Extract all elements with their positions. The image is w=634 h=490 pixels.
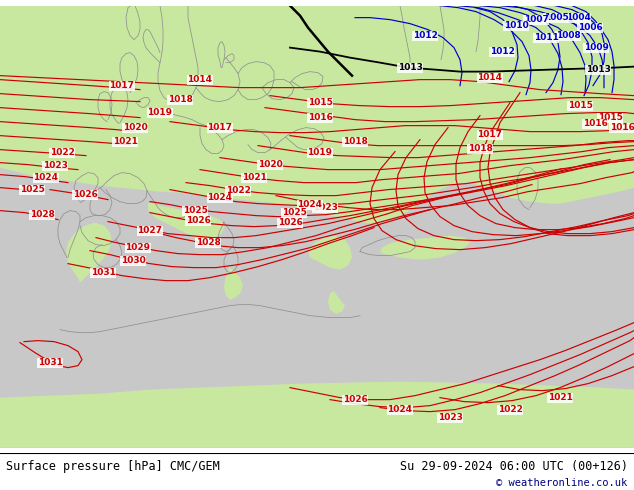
Polygon shape bbox=[0, 5, 634, 88]
Text: 1030: 1030 bbox=[120, 256, 145, 265]
Text: 1007: 1007 bbox=[524, 15, 548, 24]
Text: 1013: 1013 bbox=[398, 63, 422, 72]
Polygon shape bbox=[560, 5, 634, 29]
Text: 1025: 1025 bbox=[20, 185, 44, 194]
Text: 1006: 1006 bbox=[578, 23, 602, 32]
Polygon shape bbox=[148, 203, 225, 240]
Polygon shape bbox=[248, 5, 280, 40]
Text: 1018: 1018 bbox=[167, 95, 193, 104]
Text: 1014: 1014 bbox=[188, 75, 212, 84]
Text: 1022: 1022 bbox=[226, 186, 250, 195]
Text: 1023: 1023 bbox=[42, 161, 67, 170]
Text: 1015: 1015 bbox=[307, 98, 332, 107]
Text: 1029: 1029 bbox=[126, 243, 150, 252]
Text: 1021: 1021 bbox=[113, 137, 138, 146]
Text: 1017: 1017 bbox=[110, 81, 134, 90]
Polygon shape bbox=[106, 94, 122, 123]
Polygon shape bbox=[0, 382, 634, 448]
Text: 1009: 1009 bbox=[583, 43, 609, 52]
Polygon shape bbox=[308, 236, 352, 270]
Text: 1022: 1022 bbox=[49, 148, 74, 157]
Text: 1024: 1024 bbox=[387, 405, 413, 414]
Text: 1018: 1018 bbox=[467, 144, 493, 153]
Text: 1016: 1016 bbox=[307, 113, 332, 122]
Text: 1019: 1019 bbox=[307, 148, 332, 157]
Text: 1031: 1031 bbox=[37, 358, 62, 367]
Polygon shape bbox=[157, 5, 310, 102]
Text: 1015: 1015 bbox=[598, 113, 623, 122]
Text: 1017: 1017 bbox=[207, 123, 233, 132]
Text: 1008: 1008 bbox=[555, 31, 580, 40]
Polygon shape bbox=[497, 5, 542, 74]
Text: 1012: 1012 bbox=[489, 47, 514, 56]
Text: 1011: 1011 bbox=[534, 33, 559, 42]
Text: Surface pressure [hPa] CMC/GEM: Surface pressure [hPa] CMC/GEM bbox=[6, 460, 220, 473]
Text: 1014: 1014 bbox=[477, 73, 503, 82]
Text: 1023: 1023 bbox=[437, 413, 462, 422]
Text: 1025: 1025 bbox=[183, 206, 207, 215]
Text: 1019: 1019 bbox=[148, 108, 172, 117]
Text: 1015: 1015 bbox=[567, 101, 592, 110]
Text: 1020: 1020 bbox=[122, 123, 147, 132]
Text: 1021: 1021 bbox=[242, 173, 266, 182]
Polygon shape bbox=[0, 5, 634, 223]
Polygon shape bbox=[0, 5, 634, 448]
Text: 1024: 1024 bbox=[34, 173, 58, 182]
Text: 1004: 1004 bbox=[566, 13, 590, 22]
Text: 1016: 1016 bbox=[609, 123, 634, 132]
Text: 1024: 1024 bbox=[207, 193, 233, 202]
Polygon shape bbox=[600, 80, 634, 110]
Text: 1013: 1013 bbox=[586, 65, 611, 74]
Text: 1017: 1017 bbox=[477, 130, 503, 139]
Text: 1023: 1023 bbox=[313, 203, 337, 212]
Text: 1022: 1022 bbox=[498, 405, 522, 414]
Polygon shape bbox=[305, 5, 345, 49]
Text: 1026: 1026 bbox=[186, 216, 210, 225]
Text: 1031: 1031 bbox=[91, 268, 115, 277]
Text: 1028: 1028 bbox=[195, 238, 221, 247]
Polygon shape bbox=[130, 93, 155, 138]
Text: 1026: 1026 bbox=[278, 218, 302, 227]
Text: 1025: 1025 bbox=[281, 208, 306, 217]
Text: 1012: 1012 bbox=[413, 31, 437, 40]
Polygon shape bbox=[328, 291, 345, 314]
Text: 1027: 1027 bbox=[138, 226, 162, 235]
Text: 1018: 1018 bbox=[342, 137, 368, 146]
Text: 1028: 1028 bbox=[30, 210, 55, 219]
Polygon shape bbox=[124, 58, 148, 93]
Text: 1024: 1024 bbox=[297, 200, 323, 209]
Text: © weatheronline.co.uk: © weatheronline.co.uk bbox=[496, 478, 628, 489]
Polygon shape bbox=[380, 236, 470, 260]
Text: 1021: 1021 bbox=[548, 393, 573, 402]
Text: 1026: 1026 bbox=[342, 395, 368, 404]
Polygon shape bbox=[240, 183, 330, 208]
Polygon shape bbox=[66, 222, 112, 283]
Text: 1005: 1005 bbox=[543, 13, 568, 22]
Text: 1016: 1016 bbox=[583, 119, 607, 128]
Text: 1010: 1010 bbox=[503, 21, 528, 30]
Text: Su 29-09-2024 06:00 UTC (00+126): Su 29-09-2024 06:00 UTC (00+126) bbox=[399, 460, 628, 473]
Text: 1026: 1026 bbox=[72, 190, 98, 199]
Polygon shape bbox=[224, 266, 243, 299]
Text: 1020: 1020 bbox=[257, 160, 282, 169]
Polygon shape bbox=[132, 5, 155, 38]
